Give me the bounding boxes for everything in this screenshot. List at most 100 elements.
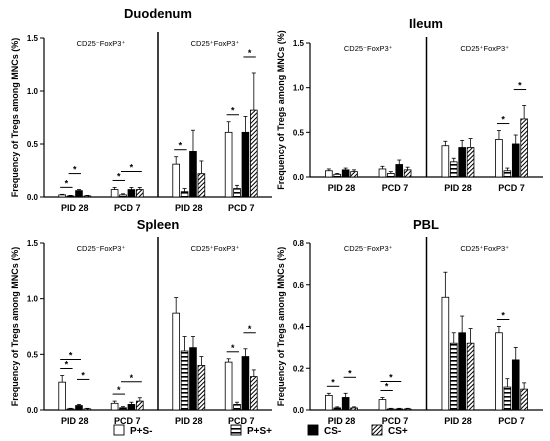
chart-panel-duodenum: Duodenum Frequency of Tregs among MNCs (%… xyxy=(10,6,272,213)
bar-group xyxy=(441,138,475,178)
subset-label: CD25⁻FoxP3⁺ xyxy=(77,39,126,48)
bar xyxy=(110,402,119,411)
bar xyxy=(224,361,233,411)
bar xyxy=(75,405,83,411)
x-group-label: PID 28 xyxy=(444,416,472,426)
significance-bracket: * xyxy=(496,311,510,321)
bar xyxy=(180,350,189,411)
bar xyxy=(449,342,458,411)
bar xyxy=(333,173,342,178)
chart-title: Duodenum xyxy=(124,6,192,21)
x-group-label: PCD 7 xyxy=(228,203,255,213)
x-group-label: PCD 7 xyxy=(228,416,255,426)
significance-bracket: * xyxy=(121,162,142,172)
bar-group xyxy=(224,348,258,411)
significance-star: * xyxy=(73,165,77,175)
legend-item: P+S- xyxy=(113,424,153,437)
significance-star: * xyxy=(389,372,393,382)
bar-group xyxy=(378,397,412,411)
bar xyxy=(83,408,92,411)
y-tick-label: 0.0 xyxy=(293,173,305,182)
bar xyxy=(233,188,241,198)
bar xyxy=(127,189,136,198)
bar-group xyxy=(110,397,144,411)
y-tick-label: 0.6 xyxy=(293,281,305,290)
significance-star: * xyxy=(385,381,389,391)
bar xyxy=(197,173,206,198)
bar-group xyxy=(172,297,206,411)
x-group-label: PCD 7 xyxy=(114,416,141,426)
subset-label: CD25⁺FoxP3⁺ xyxy=(191,244,240,253)
significance-star: * xyxy=(69,350,73,360)
bar xyxy=(333,407,342,411)
y-tick-label: 0.0 xyxy=(27,406,39,415)
y-tick-label: 0.5 xyxy=(27,350,39,359)
y-axis-label: Frequency of Tregs among MNCs (%) xyxy=(10,247,20,407)
bar xyxy=(503,170,512,178)
bar xyxy=(503,386,512,411)
x-group-label: PCD 7 xyxy=(382,416,409,426)
bar xyxy=(172,312,180,411)
legend-swatch xyxy=(230,424,242,436)
bar xyxy=(458,332,466,411)
bar-group xyxy=(378,159,412,178)
significance-bracket: * xyxy=(121,373,142,383)
legend-label: CS+ xyxy=(388,426,408,437)
significance-star: * xyxy=(231,106,235,116)
legend-swatch xyxy=(113,424,125,436)
subset-label: CD25⁺FoxP3⁺ xyxy=(191,39,240,48)
x-group-label: PID 28 xyxy=(61,203,89,213)
significance-bracket: * xyxy=(343,368,357,378)
bar xyxy=(378,168,387,178)
y-tick-label: 1.5 xyxy=(27,34,39,43)
y-tick-label: 1.0 xyxy=(293,84,305,93)
significance-bracket: * xyxy=(496,115,510,125)
significance-bracket: * xyxy=(174,141,187,151)
legend-swatch xyxy=(307,424,319,436)
significance-bracket: * xyxy=(68,165,81,175)
significance-bracket: * xyxy=(60,178,73,188)
x-group-label: PID 28 xyxy=(444,183,472,193)
significance-bracket: * xyxy=(226,343,240,353)
x-group-label: PCD 7 xyxy=(382,183,409,193)
bar xyxy=(119,194,127,198)
y-tick-label: 0.0 xyxy=(27,193,39,202)
significance-star: * xyxy=(117,171,121,181)
significance-star: * xyxy=(130,373,134,383)
x-group-label: PID 28 xyxy=(175,203,203,213)
legend-swatch xyxy=(371,424,383,436)
bar xyxy=(58,381,66,411)
significance-star: * xyxy=(117,385,121,395)
bar-group xyxy=(58,189,92,198)
bar xyxy=(387,408,395,411)
bar-group xyxy=(325,392,358,411)
x-group-label: PCD 7 xyxy=(114,203,141,213)
significance-star: * xyxy=(248,48,252,58)
significance-bracket: * xyxy=(112,171,126,181)
y-tick-label: 0.2 xyxy=(293,364,305,373)
legend-label: P+S+ xyxy=(247,426,272,437)
significance-star: * xyxy=(65,178,69,188)
bar xyxy=(75,190,83,198)
bar-group xyxy=(441,271,475,411)
subset-label: CD25⁺FoxP3⁺ xyxy=(460,44,509,53)
chart-title: Ileum xyxy=(409,16,443,31)
bar-group xyxy=(224,72,258,198)
significance-bracket: * xyxy=(60,359,73,369)
bar xyxy=(441,145,450,178)
y-tick-label: 0.0 xyxy=(293,406,305,415)
legend-item: P+S+ xyxy=(230,424,272,437)
bar xyxy=(224,131,233,198)
significance-bracket: * xyxy=(60,350,81,360)
significance-star: * xyxy=(348,368,352,378)
x-group-label: PCD 7 xyxy=(498,183,525,193)
y-axis-label: Frequency of Tregs among MNCs (%) xyxy=(276,30,286,190)
bar xyxy=(378,399,387,411)
significance-bracket: * xyxy=(326,377,340,387)
significance-bracket: * xyxy=(243,48,256,58)
bar xyxy=(341,397,350,411)
y-axis-label: Frequency of Tregs among MNCs (%) xyxy=(276,247,286,407)
bar xyxy=(495,332,503,411)
bar xyxy=(520,388,528,411)
bar xyxy=(511,359,520,411)
